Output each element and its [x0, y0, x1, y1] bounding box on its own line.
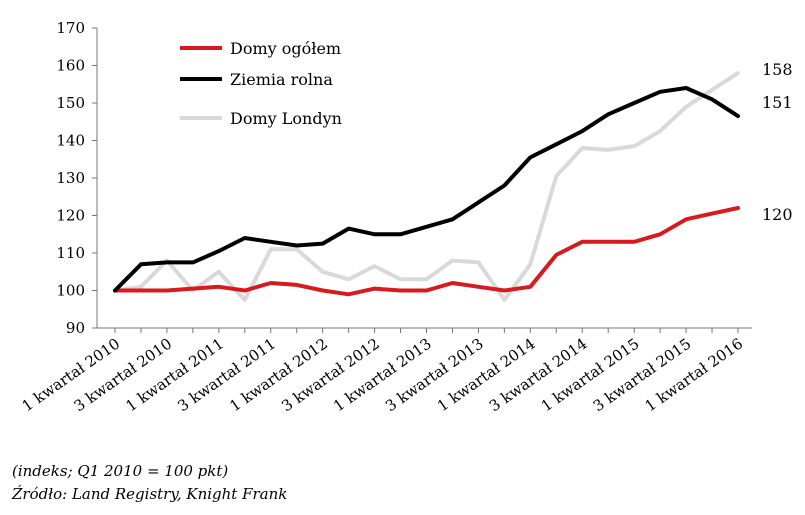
y-tick-label: 120	[56, 207, 85, 225]
end-value-label: 158	[762, 60, 793, 79]
y-tick-label: 130	[56, 169, 85, 187]
y-tick-label: 90	[66, 319, 85, 337]
legend: Domy ogółem Ziemia rolna Domy Londyn	[180, 39, 342, 128]
y-tick-label: 170	[56, 19, 85, 37]
y-tick-label: 110	[56, 244, 85, 262]
series-lines	[113, 71, 740, 302]
series-line-2	[113, 71, 740, 302]
y-tick-label: 160	[56, 57, 85, 75]
end-labels: 158 151 120	[762, 60, 793, 224]
series-line-1	[113, 86, 740, 293]
y-tick-label: 150	[56, 94, 85, 112]
end-value-label: 151	[762, 93, 793, 112]
legend-label: Domy ogółem	[230, 39, 341, 58]
end-value-label: 120	[762, 205, 793, 224]
index-note: (indeks; Q1 2010 = 100 pkt)	[12, 462, 229, 480]
y-tick-label: 140	[56, 132, 85, 150]
y-axis-ticks: 90 100 110 120 130 140 150 160 170	[56, 19, 97, 337]
legend-label: Ziemia rolna	[230, 70, 333, 89]
series-line-0	[113, 206, 740, 297]
legend-label: Domy Londyn	[230, 109, 342, 128]
source-note: Źródło: Land Registry, Knight Frank	[12, 485, 288, 503]
y-tick-label: 100	[56, 282, 85, 300]
axes	[96, 28, 752, 329]
